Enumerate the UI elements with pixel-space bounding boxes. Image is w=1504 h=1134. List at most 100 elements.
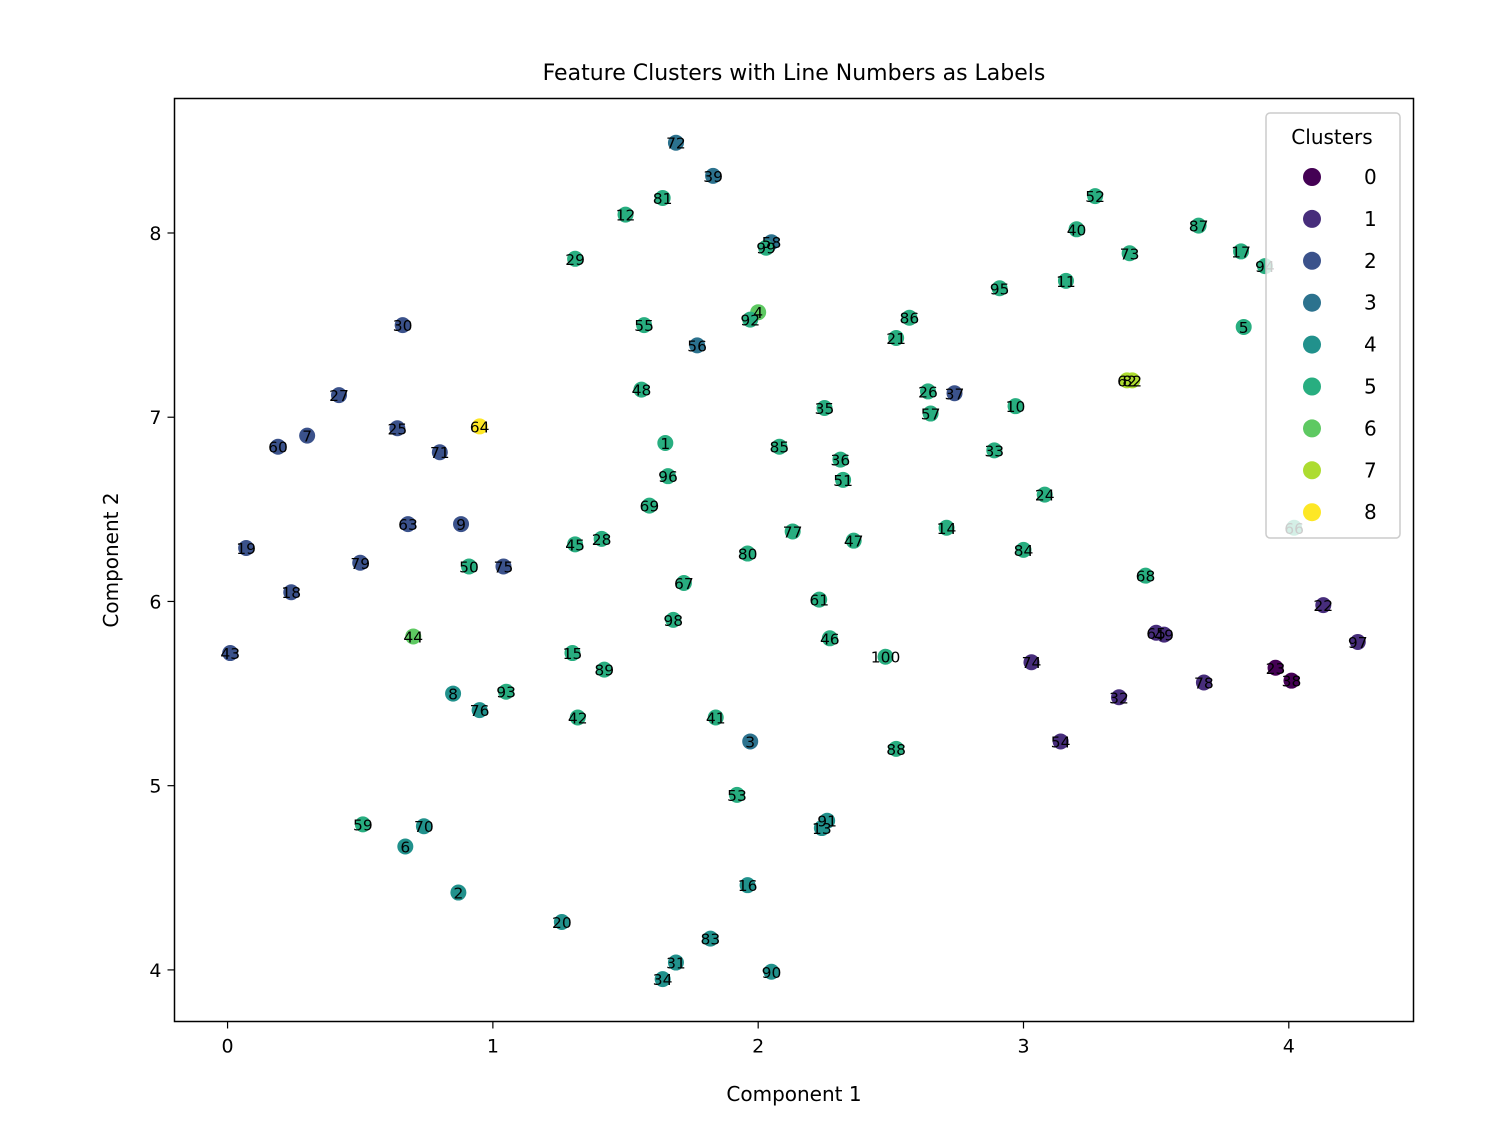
scatter-point bbox=[771, 438, 788, 455]
scatter-point bbox=[553, 914, 570, 931]
scatter-point bbox=[758, 239, 775, 256]
scatter-point bbox=[238, 540, 255, 557]
scatter-point bbox=[1148, 624, 1165, 641]
legend-title: Clusters bbox=[1291, 125, 1372, 149]
legend-marker bbox=[1303, 209, 1321, 228]
scatter-point bbox=[739, 877, 756, 894]
point-label: 99 bbox=[756, 240, 776, 258]
point-label: 93 bbox=[496, 684, 516, 702]
scatter-point bbox=[946, 385, 963, 402]
scatter-point bbox=[1315, 597, 1332, 614]
point-label: 34 bbox=[653, 971, 673, 989]
point-label: 77 bbox=[783, 523, 803, 541]
point-label: 48 bbox=[632, 382, 652, 400]
point-label: 76 bbox=[470, 702, 490, 720]
point-label: 98 bbox=[663, 612, 683, 630]
point-label: 20 bbox=[552, 914, 572, 932]
legend-marker bbox=[1303, 503, 1321, 522]
point-label: 51 bbox=[833, 472, 853, 490]
scatter-point bbox=[1121, 245, 1138, 262]
point-label: 80 bbox=[738, 546, 758, 564]
scatter-point bbox=[901, 309, 918, 326]
scatter-point bbox=[832, 451, 849, 468]
legend-marker bbox=[1303, 377, 1321, 396]
scatter-point bbox=[1233, 243, 1250, 260]
scatter-point bbox=[617, 206, 634, 223]
point-label: 55 bbox=[634, 317, 654, 335]
point-label: 5 bbox=[1239, 319, 1249, 337]
scatter-point bbox=[991, 280, 1008, 297]
point-label: 64 bbox=[470, 418, 490, 436]
scatter-point bbox=[986, 442, 1003, 459]
scatter-point bbox=[567, 536, 584, 553]
scatter-point bbox=[816, 400, 833, 417]
point-label: 38 bbox=[1282, 673, 1302, 691]
legend-label: 3 bbox=[1364, 291, 1377, 315]
point-label: 61 bbox=[809, 592, 829, 610]
point-label: 62 bbox=[1117, 372, 1137, 390]
point-label: 3 bbox=[745, 733, 755, 751]
scatter-point bbox=[471, 418, 488, 435]
point-label: 53 bbox=[727, 787, 747, 805]
scatter-point bbox=[938, 519, 955, 536]
scatter-point bbox=[299, 427, 316, 444]
scatter-point bbox=[431, 444, 448, 461]
scatter-point bbox=[1283, 672, 1300, 689]
point-label: 29 bbox=[565, 251, 585, 269]
scatter-point bbox=[389, 420, 406, 437]
point-label: 89 bbox=[594, 662, 614, 680]
scatter-point bbox=[1190, 217, 1207, 234]
point-label: 30 bbox=[393, 317, 413, 335]
point-label: 33 bbox=[984, 442, 1004, 460]
point-label: 68 bbox=[1136, 568, 1156, 586]
legend-marker bbox=[1303, 419, 1321, 438]
legend-label: 2 bbox=[1364, 249, 1377, 273]
point-label: 56 bbox=[687, 337, 707, 355]
point-label: 49 bbox=[1154, 627, 1174, 645]
point-label: 71 bbox=[430, 444, 450, 462]
point-label: 43 bbox=[220, 645, 240, 663]
scatter-point bbox=[888, 740, 905, 757]
point-label: 31 bbox=[666, 955, 686, 973]
scatter-point bbox=[269, 438, 286, 455]
point-label: 67 bbox=[674, 575, 694, 593]
scatter-point bbox=[742, 311, 759, 328]
scatter-point bbox=[399, 516, 416, 533]
scatter-point bbox=[919, 383, 936, 400]
point-label: 79 bbox=[350, 555, 370, 573]
x-tick-label: 0 bbox=[222, 1036, 234, 1058]
scatter-point bbox=[397, 838, 414, 855]
y-tick-label: 8 bbox=[149, 223, 161, 245]
scatter-point bbox=[877, 648, 894, 665]
scatter-point bbox=[1137, 567, 1154, 584]
point-label: 84 bbox=[1014, 542, 1034, 560]
legend-label: 8 bbox=[1364, 500, 1377, 524]
point-label: 22 bbox=[1313, 597, 1333, 615]
legend-label: 1 bbox=[1364, 207, 1377, 231]
scatter-point bbox=[1267, 659, 1284, 676]
scatter-point bbox=[633, 381, 650, 398]
legend-marker bbox=[1303, 335, 1321, 354]
scatter-point bbox=[922, 405, 939, 422]
scatter-point bbox=[1235, 318, 1252, 335]
scatter-point bbox=[784, 523, 801, 540]
scatter-point bbox=[415, 818, 432, 835]
point-label: 14 bbox=[937, 520, 957, 538]
chart-title: Feature Clusters with Line Numbers as La… bbox=[543, 61, 1046, 86]
scatter-point bbox=[1036, 486, 1053, 503]
scatter-point bbox=[689, 337, 706, 354]
point-label: 92 bbox=[740, 312, 760, 330]
legend-label: 7 bbox=[1364, 458, 1377, 482]
x-tick-label: 3 bbox=[1017, 1036, 1029, 1058]
scatter-point bbox=[707, 709, 724, 726]
point-label: 12 bbox=[616, 207, 636, 225]
point-label: 60 bbox=[268, 439, 288, 457]
scatter-point bbox=[354, 816, 371, 833]
scatter-point bbox=[675, 575, 692, 592]
point-label: 97 bbox=[1348, 634, 1368, 652]
point-label: 26 bbox=[918, 383, 938, 401]
scatter-point bbox=[593, 530, 610, 547]
point-label: 90 bbox=[762, 964, 782, 982]
